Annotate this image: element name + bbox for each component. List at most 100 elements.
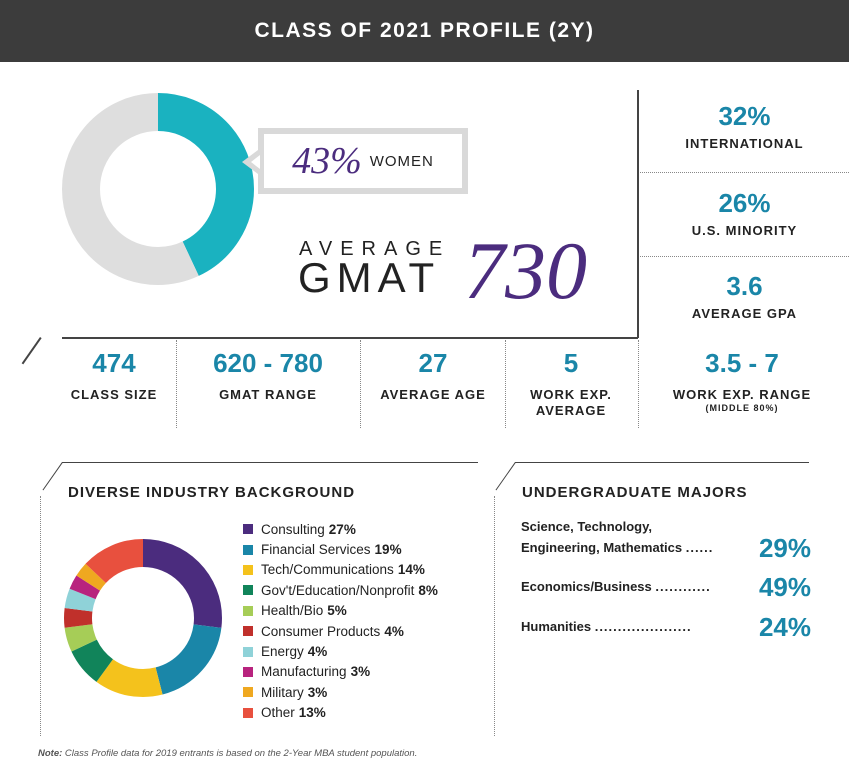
- legend-item: Other 13%: [243, 703, 438, 723]
- legend-swatch: [243, 707, 253, 718]
- legend-label: Consumer Products: [261, 623, 381, 639]
- legend-pct: 3%: [307, 684, 328, 700]
- gmat-average-label: AVERAGE: [299, 238, 451, 260]
- legend-item: Manufacturing 3%: [243, 662, 438, 682]
- dotted-separator: [505, 340, 506, 428]
- leader-dots: .....................: [594, 619, 692, 634]
- women-slice-1: [62, 93, 254, 285]
- major-name-line2: Engineering, Mathematics ......: [521, 537, 811, 558]
- header-bar: CLASS OF 2021 PROFILE (2Y): [0, 0, 849, 62]
- major-economics: Economics/Business ............ 49%: [521, 572, 811, 602]
- dotted-separator: [640, 172, 849, 173]
- gmat-label: GMAT: [298, 254, 441, 301]
- major-name-line1: Economics/Business ............: [521, 576, 811, 597]
- legend-item: Military 3%: [243, 682, 438, 702]
- major-stem: Science, Technology, Engineering, Mathem…: [521, 516, 811, 563]
- stat-value: 620 - 780: [213, 348, 323, 378]
- legend-label: Military: [261, 684, 304, 700]
- legend-pct: 8%: [418, 582, 438, 598]
- legend-swatch: [243, 687, 253, 698]
- stats-row-divider: [62, 337, 638, 339]
- footnote-text: Class Profile data for 2019 entrants is …: [62, 748, 418, 759]
- legend-pct: 19%: [374, 542, 402, 558]
- major-name-line1: Humanities .....................: [521, 616, 811, 637]
- stat-value: 26%: [718, 188, 771, 218]
- legend-pct: 4%: [384, 623, 404, 639]
- stat-class-size: 474 CLASS SIZE: [58, 348, 170, 403]
- footnote: Note: Class Profile data for 2019 entran…: [38, 748, 417, 759]
- legend-pct: 14%: [397, 562, 425, 578]
- industry-slice-2: [64, 539, 222, 697]
- footnote-lead: Note:: [38, 748, 63, 759]
- stat-label: AVERAGE AGE: [380, 387, 486, 402]
- right-divider: [637, 90, 639, 338]
- legend-item: Health/Bio 5%: [243, 601, 438, 621]
- stat-value: 3.5 - 7: [705, 348, 779, 378]
- legend-label: Consulting: [261, 521, 325, 537]
- legend-pct: 3%: [350, 664, 371, 680]
- stat-label: INTERNATIONAL: [685, 136, 804, 151]
- majors-heading: UNDERGRADUATE MAJORS: [522, 484, 748, 501]
- stat-gmat-range: 620 - 780 GMAT RANGE: [180, 348, 356, 403]
- leader-dots: ............: [655, 579, 711, 594]
- legend-swatch: [243, 544, 253, 555]
- legend-item: Financial Services 19%: [243, 539, 438, 559]
- stat-value: 32%: [718, 101, 771, 131]
- major-name-line1: Science, Technology,: [521, 519, 652, 534]
- industry-slice-9: [64, 539, 222, 697]
- industry-legend: Consulting 27% Financial Services 19% Tech/C…: [243, 519, 438, 723]
- industry-corner: [42, 462, 63, 491]
- legend-swatch: [243, 605, 253, 616]
- stat-value: 3.6: [726, 271, 763, 301]
- legend-label: Health/Bio: [261, 603, 324, 619]
- stat-label: WORK EXP. AVERAGE: [509, 387, 633, 419]
- women-pct: 43%: [292, 140, 362, 182]
- major-humanities: Humanities ..................... 24%: [521, 612, 811, 642]
- women-callout: 43% WOMEN: [258, 128, 468, 194]
- major-name-text: Economics/Business: [521, 579, 652, 594]
- dotted-separator: [176, 340, 177, 428]
- majors-side-dots: [494, 496, 495, 736]
- stats-row-corner: [21, 337, 42, 365]
- legend-label: Financial Services: [261, 542, 371, 558]
- stat-international: 32% INTERNATIONAL: [640, 101, 849, 151]
- women-label: WOMEN: [369, 152, 434, 170]
- stat-label: WORK EXP. RANGE: [672, 387, 812, 402]
- legend-pct: 4%: [307, 644, 328, 660]
- stat-label: GMAT RANGE: [219, 387, 317, 402]
- leader-dots: ......: [685, 540, 714, 555]
- legend-pct: 27%: [328, 521, 356, 537]
- majors-corner: [495, 462, 516, 491]
- legend-label: Other: [261, 705, 295, 721]
- legend-item: Gov't/Education/Nonprofit 8%: [243, 580, 438, 600]
- legend-pct: 5%: [327, 603, 347, 619]
- legend-label: Gov't/Education/Nonprofit: [261, 582, 415, 598]
- legend-item: Energy 4%: [243, 641, 438, 661]
- legend-label: Energy: [261, 644, 304, 660]
- legend-swatch: [243, 564, 253, 575]
- legend-item: Consumer Products 4%: [243, 621, 438, 641]
- callout-pointer-inner: [251, 155, 260, 169]
- major-pct: 24%: [758, 612, 811, 642]
- stat-value: 5: [563, 348, 579, 378]
- page-title: CLASS OF 2021 PROFILE (2Y): [254, 19, 595, 42]
- stat-average-age: 27 AVERAGE AGE: [364, 348, 502, 403]
- major-pct: 49%: [758, 572, 811, 602]
- dotted-separator: [360, 340, 361, 428]
- dotted-separator: [640, 256, 849, 257]
- stat-label-line2: AVERAGE: [535, 403, 607, 418]
- legend-label: Manufacturing: [261, 664, 347, 680]
- stat-us-minority: 26% U.S. MINORITY: [640, 188, 849, 238]
- legend-swatch: [243, 585, 253, 596]
- legend-pct: 13%: [298, 705, 326, 721]
- legend-swatch: [243, 626, 253, 637]
- dotted-separator: [638, 340, 639, 428]
- stat-sublabel: (MIDDLE 80%): [705, 403, 779, 413]
- stat-label: U.S. MINORITY: [691, 223, 798, 238]
- legend-label: Tech/Communications: [261, 562, 394, 578]
- legend-swatch: [243, 524, 253, 535]
- industry-slice-5: [64, 539, 222, 697]
- stat-label: CLASS SIZE: [70, 387, 158, 402]
- industry-donut-chart: [64, 539, 222, 697]
- legend-swatch: [243, 666, 253, 677]
